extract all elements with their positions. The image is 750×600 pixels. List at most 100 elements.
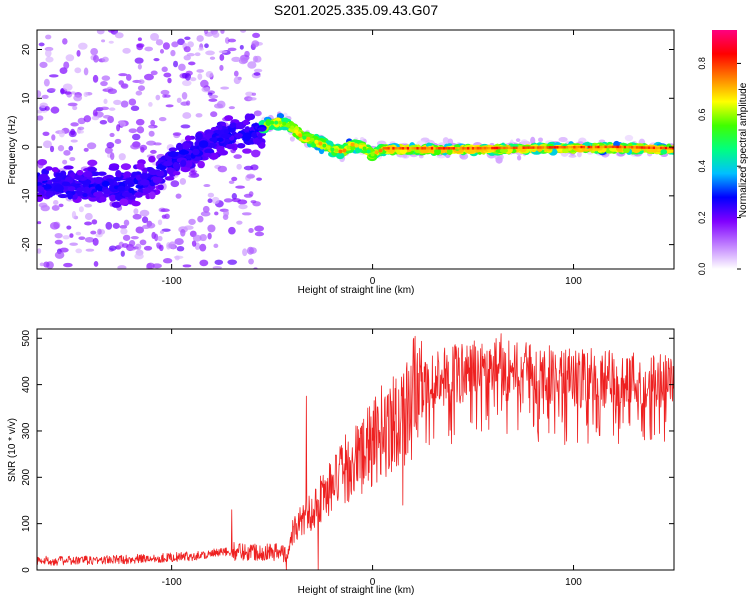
spectrogram-noise-cell xyxy=(63,61,70,69)
spectrogram-noise-cell xyxy=(159,230,165,234)
spectrogram-noise-cell xyxy=(119,121,126,127)
spectrogram-peak-cell xyxy=(602,145,605,149)
spectrogram-noise-cell xyxy=(180,124,191,129)
spectrogram-noise-cell xyxy=(196,35,204,42)
spectrogram-noise-cell xyxy=(236,163,242,170)
spectrogram-noise-cell xyxy=(76,49,81,57)
spectrogram-noise-cell xyxy=(100,106,110,111)
spectrogram-noise-cell xyxy=(101,39,106,43)
spectrogram-noise-cell xyxy=(204,30,209,35)
spectrogram-noise-cell xyxy=(233,70,239,77)
spectrogram-y-axis-label: Frequency (Hz) xyxy=(7,116,18,185)
spectrogram-cell xyxy=(119,198,129,206)
spectrogram-noise-cell xyxy=(176,245,185,252)
spectrogram-noise-cell xyxy=(201,86,211,93)
spectrogram-cell xyxy=(57,193,69,199)
spectrogram-noise-cell xyxy=(90,47,99,56)
spectrogram-cell xyxy=(257,133,263,140)
spectrogram-noise-cell xyxy=(130,105,140,112)
spectrogram-cell xyxy=(225,143,235,149)
spectrogram-noise-cell xyxy=(118,153,126,161)
spectrogram-noise-cell xyxy=(75,248,83,254)
spectrogram-peak-cell xyxy=(520,146,523,149)
spectrogram-peak-cell xyxy=(659,146,663,150)
spectrogram-noise-cell xyxy=(213,243,219,249)
spectrogram-noise-cell xyxy=(217,165,228,173)
spectrogram-noise-cell xyxy=(179,178,187,185)
spectrogram-noise-cell xyxy=(54,233,63,239)
spectrogram-noise-cell xyxy=(72,105,78,111)
spectrogram-noise-cell xyxy=(70,139,78,143)
spectrogram-noise-cell xyxy=(244,50,250,58)
spectrogram-noise-cell xyxy=(250,164,259,171)
spectrogram-cell xyxy=(209,137,220,142)
spectrogram-cell xyxy=(236,143,246,149)
spectrogram-noise-cell xyxy=(180,101,189,106)
spectrogram-noise-cell xyxy=(37,90,42,98)
spectrogram-noise-cell xyxy=(128,239,136,247)
spectrogram-noise-cell xyxy=(223,209,229,217)
spectrogram-peak-cell xyxy=(401,147,405,150)
spectrogram-peak-cell xyxy=(597,145,600,149)
spectrogram-cell xyxy=(349,145,356,150)
spectrogram-cell xyxy=(175,142,183,151)
spectrogram-noise-cell xyxy=(101,56,109,63)
spectrogram-cell xyxy=(37,158,48,166)
spectrogram-peak-cell xyxy=(664,146,668,150)
spectrogram-cell xyxy=(223,129,230,135)
spectrogram-noise-cell xyxy=(207,92,213,96)
snr-y-tick-label: 500 xyxy=(21,329,32,346)
spectrogram-peak-cell xyxy=(592,145,595,149)
spectrogram-noise-cell xyxy=(148,125,155,129)
snr-x-tick-label: 100 xyxy=(565,577,582,588)
spectrogram-noise-cell xyxy=(121,243,129,248)
spectrogram-noise-cell xyxy=(50,106,60,114)
spectrogram-peak-cell xyxy=(510,146,513,150)
spectrogram-noise-cell xyxy=(246,173,256,179)
spectrogram-noise-cell xyxy=(49,222,60,230)
spectrogram-noise-cell xyxy=(54,239,63,245)
spectrogram-peak-cell xyxy=(669,146,672,150)
spectrogram-peak-cell xyxy=(635,146,639,149)
spectrogram-y-tick-label: -10 xyxy=(21,188,32,203)
spectrogram-noise-cell xyxy=(120,228,128,235)
spectrogram-noise-cell xyxy=(241,212,252,216)
spectrogram-peak-cell xyxy=(338,149,343,154)
spectrogram-noise-cell xyxy=(188,174,198,178)
spectrogram-cell xyxy=(236,121,246,130)
spectrogram-noise-cell xyxy=(105,221,113,230)
spectrogram-cell xyxy=(499,148,508,154)
spectrogram-noise-cell xyxy=(558,136,568,143)
spectrogram-noise-cell xyxy=(207,192,215,198)
spectrogram-noise-cell xyxy=(253,72,261,76)
spectrogram-noise-cell xyxy=(183,225,194,230)
spectrogram-noise-cell xyxy=(135,90,143,96)
spectrogram-peak-cell xyxy=(556,146,559,149)
spectrogram-cell xyxy=(221,133,232,139)
spectrogram-noise-cell xyxy=(92,237,99,246)
spectrogram-noise-cell xyxy=(127,247,136,251)
spectrogram-noise-cell xyxy=(199,259,209,267)
spectrogram-cell xyxy=(180,142,192,150)
spectrogram-noise-cell xyxy=(52,199,59,206)
spectrogram-noise-cell xyxy=(128,128,138,134)
spectrogram-noise-cell xyxy=(62,38,68,45)
spectrogram-x-axis-label: Height of straight line (km) xyxy=(298,285,415,296)
spectrogram-noise-cell xyxy=(219,64,224,71)
spectrogram-peak-cell xyxy=(580,145,583,149)
snr-x-axis: -100 0 100 xyxy=(162,329,582,588)
spectrogram-peak-cell xyxy=(500,146,504,150)
spectrogram-noise-cell xyxy=(159,49,165,54)
spectrogram-noise-cell xyxy=(136,43,145,48)
spectrogram-noise-cell xyxy=(212,265,222,269)
spectrogram-peak-cell xyxy=(374,150,379,155)
spectrogram-frame xyxy=(36,29,675,270)
spectrogram-noise-cell xyxy=(110,152,115,160)
spectrogram-cell xyxy=(134,191,144,198)
spectrogram-noise-cell xyxy=(90,230,97,235)
spectrogram-noise-cell xyxy=(235,185,246,189)
spectrogram-noise-cell xyxy=(44,106,50,111)
spectrogram-peak-cell xyxy=(493,146,496,150)
spectrogram-cell xyxy=(244,113,252,122)
spectrogram-noise-cell xyxy=(152,263,162,269)
